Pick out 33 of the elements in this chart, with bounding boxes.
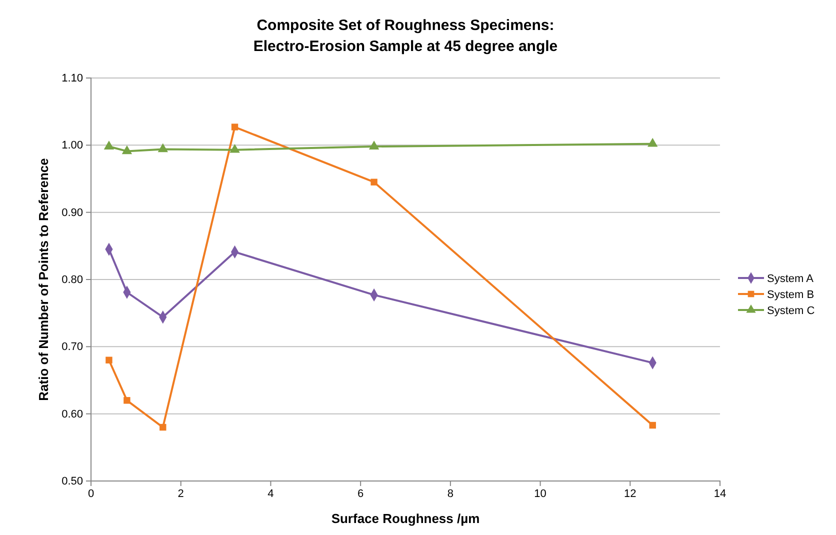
point bbox=[649, 422, 656, 429]
y-tick-label: 1.00 bbox=[62, 140, 83, 152]
x-tick-label: 12 bbox=[624, 488, 636, 500]
legend-label: System C bbox=[767, 305, 815, 317]
y-axis-title: Ratio of Number of Points to Reference bbox=[36, 158, 51, 401]
y-tick-label: 0.90 bbox=[62, 206, 83, 219]
point bbox=[106, 356, 112, 364]
point bbox=[230, 144, 240, 153]
y-tick-label: 0.60 bbox=[62, 408, 83, 420]
point bbox=[370, 178, 378, 186]
point bbox=[648, 138, 658, 147]
x-tick-label: 2 bbox=[178, 488, 184, 500]
x-tick-label: 8 bbox=[447, 488, 454, 500]
point bbox=[122, 145, 132, 154]
point bbox=[104, 140, 114, 150]
legend-label: System B bbox=[767, 289, 814, 301]
x-tick-label: 4 bbox=[268, 488, 274, 500]
x-tick-label: 14 bbox=[714, 488, 726, 500]
legend-label: System A bbox=[767, 273, 814, 285]
x-tick-label: 6 bbox=[358, 488, 364, 500]
y-tick-label: 0.70 bbox=[62, 341, 83, 354]
point bbox=[160, 424, 166, 431]
point bbox=[158, 143, 168, 152]
x-axis-title: Surface Roughness /µm bbox=[331, 511, 480, 526]
point bbox=[368, 140, 380, 150]
point bbox=[124, 397, 130, 404]
chart-title: Composite Set of Roughness Specimens: Electro-Erosion Sample at 45 degree angle bbox=[253, 17, 558, 55]
x-tick-label: 0 bbox=[88, 488, 94, 500]
y-tick-label: 0.80 bbox=[62, 274, 83, 286]
y-tick-label: 0.50 bbox=[62, 476, 83, 488]
x-tick-label: 10 bbox=[534, 488, 546, 500]
y-tick-label: 1.10 bbox=[62, 72, 83, 85]
point bbox=[231, 124, 238, 130]
